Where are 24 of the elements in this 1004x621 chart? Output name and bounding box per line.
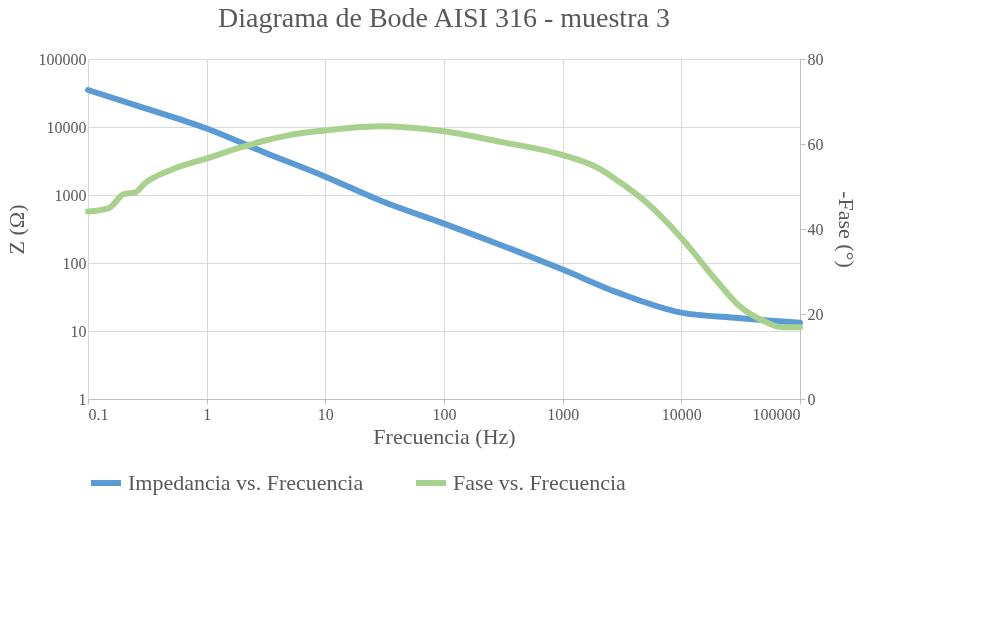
x-tick-label: 0.1 <box>88 405 109 423</box>
y-tick-label: 1 <box>78 390 87 408</box>
legend-label: Fase vs. Frecuencia <box>453 470 627 495</box>
legend-label: Impedancia vs. Frecuencia <box>128 470 364 495</box>
x-tick-label: 10000 <box>661 405 702 423</box>
x-tick-label: 1 <box>203 405 212 423</box>
y2-axis-title: -Fase (°) <box>833 191 859 268</box>
y-axis-title: Z (Ω) <box>3 204 29 255</box>
y-tick-label: 100000 <box>38 50 87 68</box>
y2-tick-label: 40 <box>807 220 824 238</box>
y-tick-label: 10000 <box>46 118 87 136</box>
y2-tick-label: 20 <box>807 305 824 323</box>
y-tick-label: 1000 <box>54 186 87 204</box>
chart-title: Diagrama de Bode AISI 316 - muestra 3 <box>218 2 670 33</box>
y2-tick-label: 0 <box>807 390 816 408</box>
y2-tick-label: 80 <box>807 50 824 68</box>
x-axis-title: Frecuencia (Hz) <box>373 423 516 449</box>
y-tick-label: 10 <box>70 322 87 340</box>
x-tick-label: 10 <box>317 405 334 423</box>
x-tick-label: 100000 <box>752 405 801 423</box>
x-tick-label: 1000 <box>547 405 580 423</box>
y-tick-label: 100 <box>62 254 87 272</box>
y2-tick-label: 60 <box>807 135 824 153</box>
x-tick-label: 100 <box>432 405 457 423</box>
